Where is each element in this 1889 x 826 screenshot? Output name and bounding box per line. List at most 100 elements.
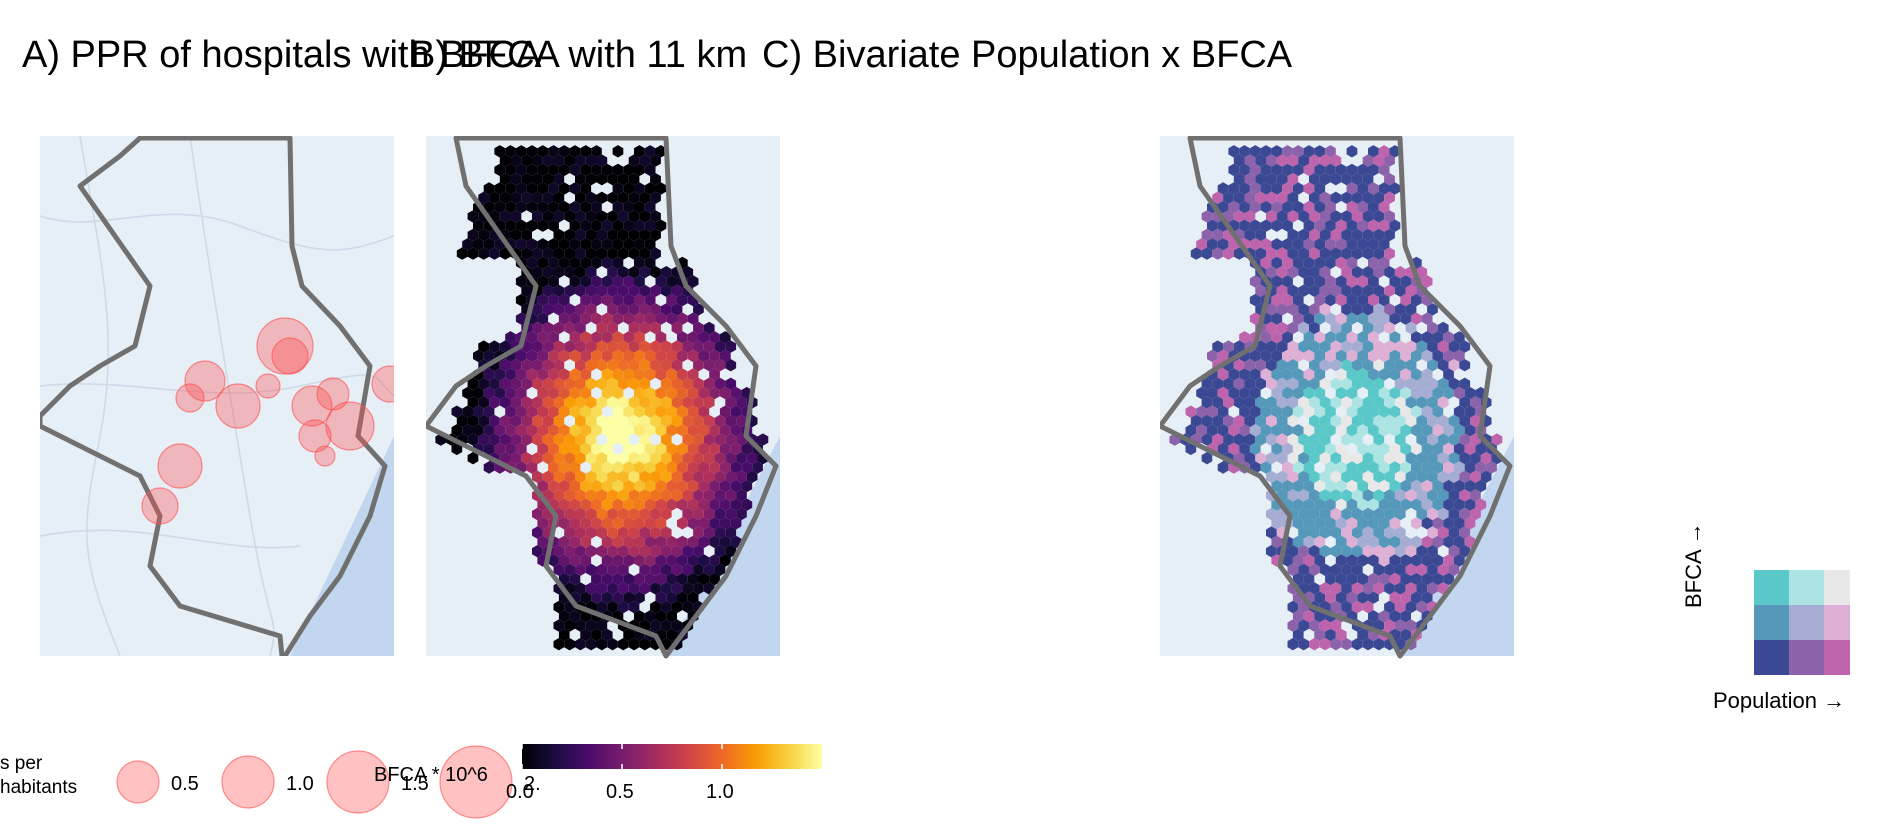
bfca-hex: [596, 284, 608, 297]
bfca-hex: [526, 424, 538, 437]
bfca-hex: [671, 545, 683, 558]
bfca-hex: [489, 247, 500, 260]
bfca-hex: [607, 284, 618, 297]
bfca-hex: [548, 256, 559, 270]
bfca-hex: [655, 368, 667, 381]
bfca-hex: [650, 470, 661, 483]
bfca-hex: [558, 554, 570, 567]
bfca-hex: [564, 545, 575, 558]
bfca-hex: [483, 442, 495, 456]
bfca-hex: [585, 173, 597, 186]
bivariate-hex: [1341, 247, 1352, 260]
bfca-hex: [612, 535, 624, 549]
bfca-hex: [596, 638, 608, 651]
bivariate-hex: [1437, 470, 1449, 483]
bivariate-hex: [1341, 284, 1352, 297]
bfca-hex: [548, 386, 559, 400]
bivariate-hex: [1389, 461, 1401, 474]
bivariate-hex: [1287, 563, 1299, 576]
bfca-hex: [623, 293, 634, 307]
bfca-hex: [644, 554, 656, 567]
bfca-hex: [564, 396, 575, 409]
bfca-hex: [639, 452, 651, 465]
bfca-hex: [612, 554, 624, 567]
bivariate-hex: [1255, 377, 1266, 390]
bivariate-hex: [1368, 293, 1379, 307]
bfca-hex: [677, 349, 688, 363]
bivariate-hex: [1212, 228, 1224, 242]
bivariate-hex: [1405, 563, 1417, 576]
bfca-hex: [644, 256, 656, 270]
bivariate-hex: [1368, 442, 1379, 456]
bivariate-hex: [1486, 461, 1497, 474]
bfca-hex: [526, 200, 538, 214]
bivariate-hex: [1298, 433, 1309, 446]
bivariate-hex: [1287, 266, 1299, 279]
bfca-hex: [591, 498, 602, 511]
bfca-hex: [719, 517, 731, 530]
bfca-hex: [569, 554, 581, 567]
bivariate-hex: [1201, 452, 1213, 465]
bfca-hex: [575, 228, 586, 242]
bfca-hex: [714, 489, 726, 502]
bfca-hex: [558, 461, 570, 474]
bfca-hex: [623, 238, 634, 251]
bfca-hex: [580, 331, 592, 344]
bivariate-hex: [1330, 507, 1342, 521]
bivariate-hex: [1384, 619, 1395, 632]
bfca-hex: [575, 470, 586, 483]
bivariate-hex: [1249, 182, 1261, 195]
bivariate-hex: [1335, 275, 1347, 288]
bivariate-hex: [1309, 619, 1320, 632]
bfca-hex: [650, 545, 661, 558]
bivariate-hex: [1416, 563, 1428, 576]
bivariate-y-label: BFCA →: [1681, 522, 1706, 608]
bfca-hex: [569, 182, 581, 195]
bfca-hex: [693, 396, 704, 409]
bfca-hex: [601, 219, 613, 232]
bivariate-hex: [1330, 545, 1342, 558]
bivariate-hex: [1244, 210, 1256, 223]
bfca-hex: [634, 591, 645, 604]
bivariate-hex: [1244, 414, 1256, 428]
bfca-hex: [719, 386, 731, 400]
bivariate-hex: [1223, 247, 1234, 260]
bivariate-hex: [1207, 424, 1218, 437]
bivariate-hex: [1346, 498, 1358, 511]
bivariate-hex: [1303, 275, 1315, 288]
bivariate-hex: [1389, 442, 1401, 456]
bivariate-hex: [1421, 312, 1433, 325]
bfca-hex: [489, 191, 500, 204]
bivariate-hex: [1292, 293, 1304, 307]
bfca-hex: [666, 405, 677, 418]
bivariate-hex: [1459, 359, 1471, 372]
bivariate-hex: [1405, 377, 1417, 390]
bfca-hex: [666, 368, 677, 381]
bfca-hex: [564, 340, 575, 353]
bfca-hex: [537, 349, 549, 363]
bfca-hex: [617, 563, 629, 576]
bivariate-hex: [1271, 275, 1283, 288]
bfca-hex: [532, 321, 543, 335]
bivariate-hex: [1239, 145, 1250, 158]
bivariate-hex: [1228, 368, 1240, 381]
bivariate-hex: [1378, 145, 1390, 158]
bivariate-hex: [1443, 442, 1454, 456]
bfca-hex: [617, 210, 629, 223]
bivariate-hex: [1421, 572, 1433, 586]
bfca-hex: [698, 554, 710, 567]
bfca-hex: [666, 461, 677, 474]
bfca-hex: [666, 554, 677, 567]
bivariate-hex: [1309, 266, 1320, 279]
bfca-hex: [650, 619, 661, 632]
bfca-hex: [687, 554, 699, 567]
bivariate-hex: [1212, 340, 1224, 353]
bivariate-hex: [1357, 498, 1368, 511]
bivariate-hex: [1292, 442, 1304, 456]
bivariate-hex: [1271, 200, 1283, 214]
bivariate-hex: [1282, 275, 1293, 288]
bfca-hex: [607, 247, 618, 260]
bivariate-hex: [1346, 182, 1358, 195]
colorbar-tick-label: 0.5: [606, 781, 634, 803]
bivariate-hex: [1217, 405, 1229, 418]
